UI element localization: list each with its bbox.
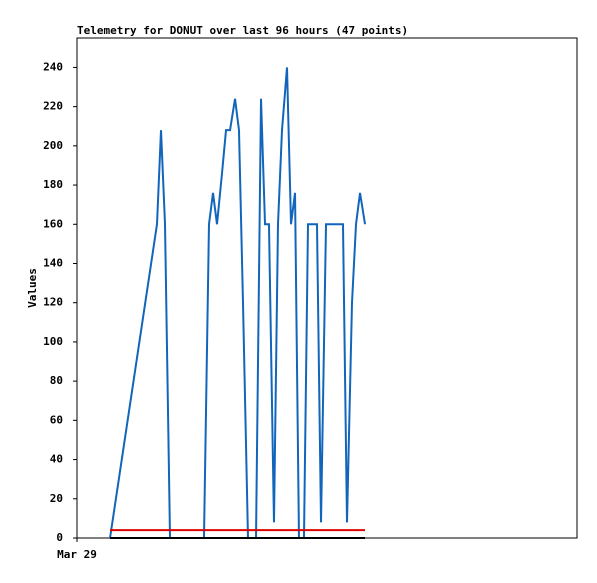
y-tick-label: 100 [43, 335, 63, 348]
y-tick-label: 20 [50, 492, 63, 505]
chart-title: Telemetry for DONUT over last 96 hours (… [77, 24, 408, 37]
y-tick-label: 160 [43, 217, 63, 230]
x-tick-label: Mar 29 [57, 548, 97, 561]
y-tick-label: 200 [43, 139, 63, 152]
y-tick-label: 180 [43, 178, 63, 191]
series-line [109, 67, 367, 539]
y-axis-label: Values [26, 268, 39, 308]
y-tick-label: 40 [50, 453, 63, 466]
plot-frame [76, 37, 578, 539]
y-tick-label: 220 [43, 100, 63, 113]
y-tick-label: 240 [43, 60, 63, 73]
y-tick-label: 140 [43, 256, 63, 269]
y-tick-label: 120 [43, 296, 63, 309]
y-tick-label: 60 [50, 413, 63, 426]
y-tick-label: 80 [50, 374, 63, 387]
y-tick-label: 0 [56, 531, 63, 544]
